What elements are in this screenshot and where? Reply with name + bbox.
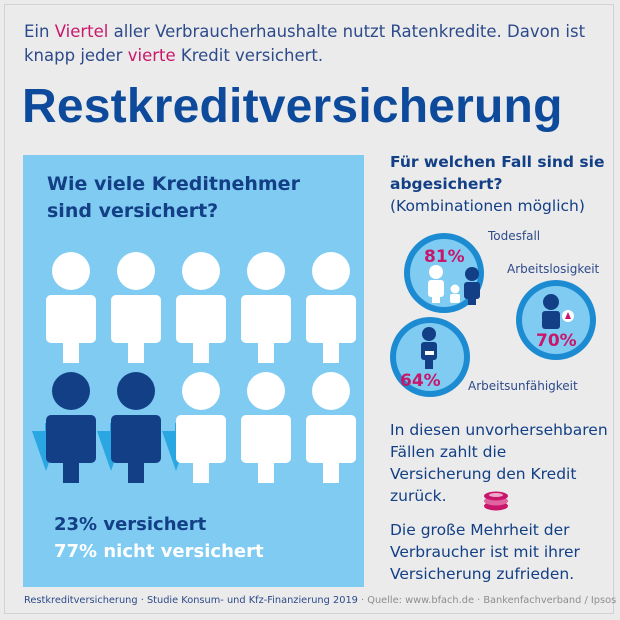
footer-source: · Quelle: www.bfach.de · Bankenfachverba… <box>357 595 617 606</box>
person-icon <box>241 252 291 363</box>
family-icon <box>428 265 480 305</box>
intro-text: Ein Viertel aller Verbraucherhaushalte n… <box>24 20 604 68</box>
panel-question: Wie viele Kreditnehmer sind versichert? <box>47 173 300 222</box>
stat-insured: 23% versichert <box>54 514 207 535</box>
intro-highlight: vierte <box>127 46 176 65</box>
satisfaction-text: Die große Mehrheit der Verbraucher ist m… <box>390 521 580 583</box>
infographic-frame <box>4 4 614 614</box>
person-icon <box>46 252 96 363</box>
case-label: Arbeitsunfähigkeit <box>468 379 578 393</box>
cases-circles: 81% Todesfall 70% Arbeitslosigkeit 64% A… <box>390 229 600 397</box>
case-percent: 70% <box>536 331 577 351</box>
cases-question-title: Für welchen Fall sind sie abgesichert? <box>390 153 605 193</box>
person-icon <box>306 252 356 363</box>
people-grid <box>32 252 356 483</box>
case-percent: 81% <box>424 247 465 267</box>
person-icon <box>32 372 96 483</box>
person-icon <box>111 252 161 363</box>
person-icon <box>306 372 356 483</box>
intro-part: aller Verbraucherhaushalte nutzt Ratenkr… <box>24 22 586 65</box>
footer: Restkreditversicherung · Studie Konsum- … <box>24 595 616 606</box>
coin-stack-icon <box>484 491 508 511</box>
case-incapacity: 64% Arbeitsunfähigkeit <box>390 317 578 397</box>
case-percent: 64% <box>400 371 441 391</box>
injured-person-icon <box>421 327 437 369</box>
intro-highlight: Viertel <box>54 22 109 41</box>
intro-part: Kredit versichert. <box>175 46 324 65</box>
case-label: Arbeitslosigkeit <box>507 262 600 276</box>
cases-question: Für welchen Fall sind sie abgesichert? (… <box>390 151 605 217</box>
person-icon <box>97 372 161 483</box>
case-label: Todesfall <box>487 229 540 243</box>
person-icon <box>162 372 226 483</box>
case-circle-inner <box>410 239 478 307</box>
person-icon <box>241 372 291 483</box>
case-unemployment: 70% Arbeitslosigkeit <box>507 262 600 360</box>
payback-text: In diesen unvorhersehbaren Fällen zahlt … <box>390 421 608 505</box>
cases-question-note: (Kombinationen möglich) <box>390 197 585 215</box>
case-death: 81% Todesfall <box>404 229 540 313</box>
page-title: Restkreditversicherung <box>22 80 563 133</box>
worker-icon <box>542 294 574 329</box>
footer-main: Restkreditversicherung · Studie Konsum- … <box>24 595 358 606</box>
stat-not-insured: 77% nicht versichert <box>54 541 264 562</box>
person-icon <box>176 252 226 363</box>
intro-part: Ein <box>24 22 55 41</box>
insured-share-panel: Wie viele Kreditnehmer sind versichert? … <box>23 155 364 587</box>
